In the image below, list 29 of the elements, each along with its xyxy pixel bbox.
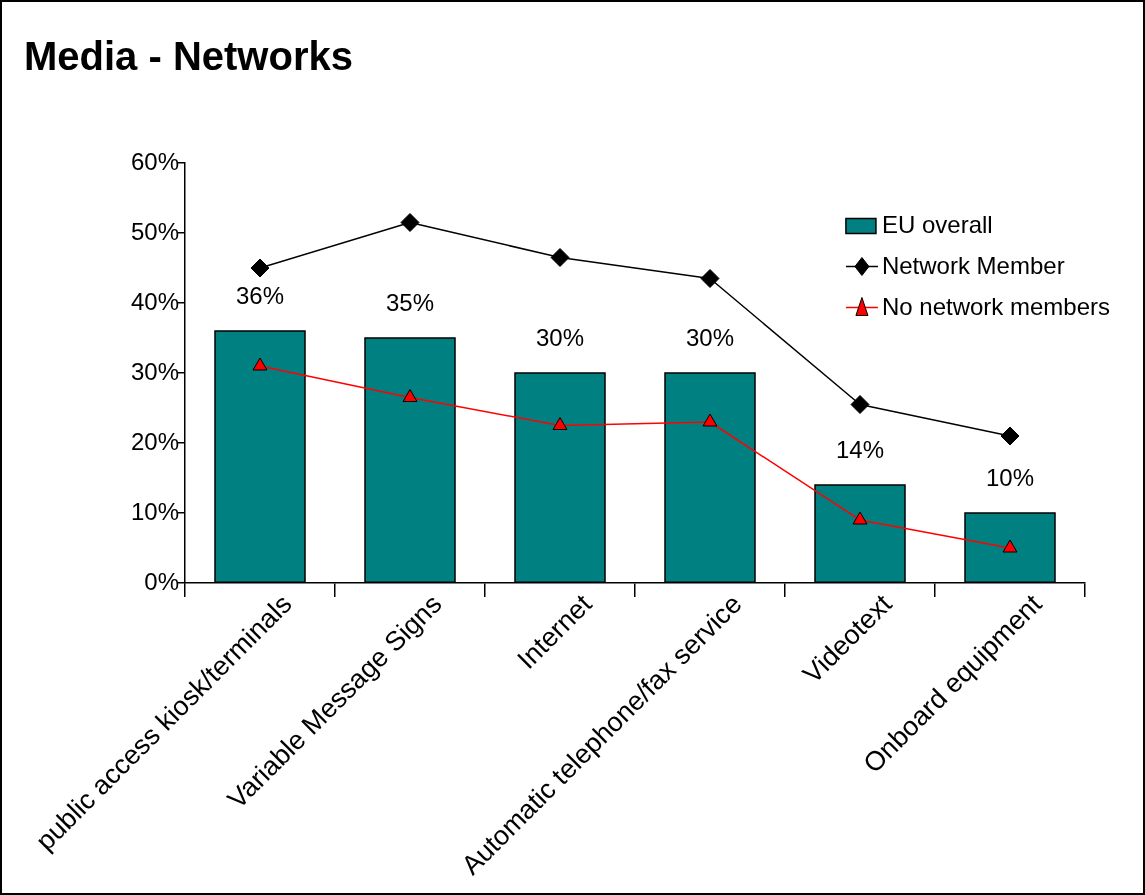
- point: [852, 511, 868, 525]
- y-tick-label: 50%: [130, 217, 179, 245]
- data-label: 36%: [235, 281, 285, 309]
- data-label: 35%: [385, 288, 435, 316]
- y-tick-label: 0%: [144, 567, 179, 595]
- y-tick-label: 20%: [130, 427, 179, 455]
- point: [1002, 539, 1018, 553]
- point: [252, 357, 268, 371]
- legend-label: Network Member: [881, 252, 1065, 280]
- data-label: 30%: [685, 323, 735, 351]
- point: [552, 417, 568, 430]
- chart-title: Media - Networks: [24, 34, 353, 78]
- y-tick-label: 10%: [130, 497, 179, 525]
- data-label: 14%: [835, 435, 885, 463]
- point: [1000, 426, 1020, 446]
- point: [400, 213, 420, 232]
- point: [702, 413, 718, 427]
- point: [402, 389, 418, 402]
- y-tick-label: 40%: [130, 287, 179, 315]
- point: [550, 248, 570, 267]
- y-tick-label: 30%: [130, 357, 179, 385]
- data-label: 30%: [535, 323, 585, 351]
- data-label: 10%: [985, 463, 1035, 491]
- point: [700, 269, 720, 288]
- legend-label: No network members: [881, 293, 1111, 321]
- y-tick-label: 60%: [130, 147, 179, 175]
- legend-label: EU overall: [881, 211, 993, 239]
- point: [850, 395, 870, 414]
- point: [250, 258, 270, 278]
